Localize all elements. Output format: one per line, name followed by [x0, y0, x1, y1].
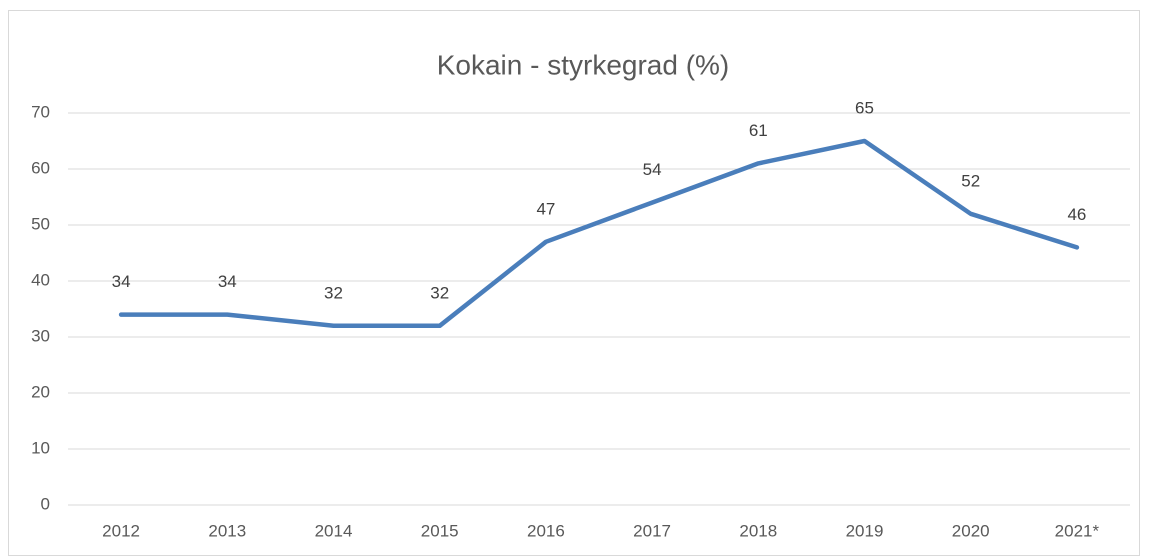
data-label: 47: [536, 199, 555, 218]
data-label: 46: [1067, 205, 1086, 224]
x-tick-label: 2015: [421, 521, 459, 540]
x-tick-label: 2013: [208, 521, 246, 540]
y-tick-label: 0: [41, 494, 50, 513]
data-label: 52: [961, 171, 980, 190]
data-label: 32: [324, 283, 343, 302]
data-label: 32: [430, 283, 449, 302]
x-tick-label: 2021*: [1055, 521, 1100, 540]
y-tick-label: 70: [31, 102, 50, 121]
chart-title: Kokain - styrkegrad (%): [437, 49, 730, 80]
y-tick-label: 10: [31, 438, 50, 457]
y-tick-label: 40: [31, 270, 50, 289]
data-label: 34: [218, 272, 237, 291]
chart-border: [8, 10, 1140, 556]
data-label: 65: [855, 98, 874, 117]
x-tick-label: 2019: [846, 521, 884, 540]
x-tick-label: 2012: [102, 521, 140, 540]
y-tick-label: 60: [31, 158, 50, 177]
data-label: 61: [749, 121, 768, 140]
y-tick-label: 50: [31, 214, 50, 233]
x-tick-label: 2016: [527, 521, 565, 540]
x-tick-label: 2020: [952, 521, 990, 540]
data-line: [118, 138, 1080, 329]
x-tick-label: 2014: [315, 521, 353, 540]
y-tick-label: 20: [31, 382, 50, 401]
data-label: 54: [643, 160, 662, 179]
x-tick-label: 2017: [633, 521, 671, 540]
data-label: 34: [112, 272, 131, 291]
y-tick-label: 30: [31, 326, 50, 345]
x-tick-label: 2018: [739, 521, 777, 540]
